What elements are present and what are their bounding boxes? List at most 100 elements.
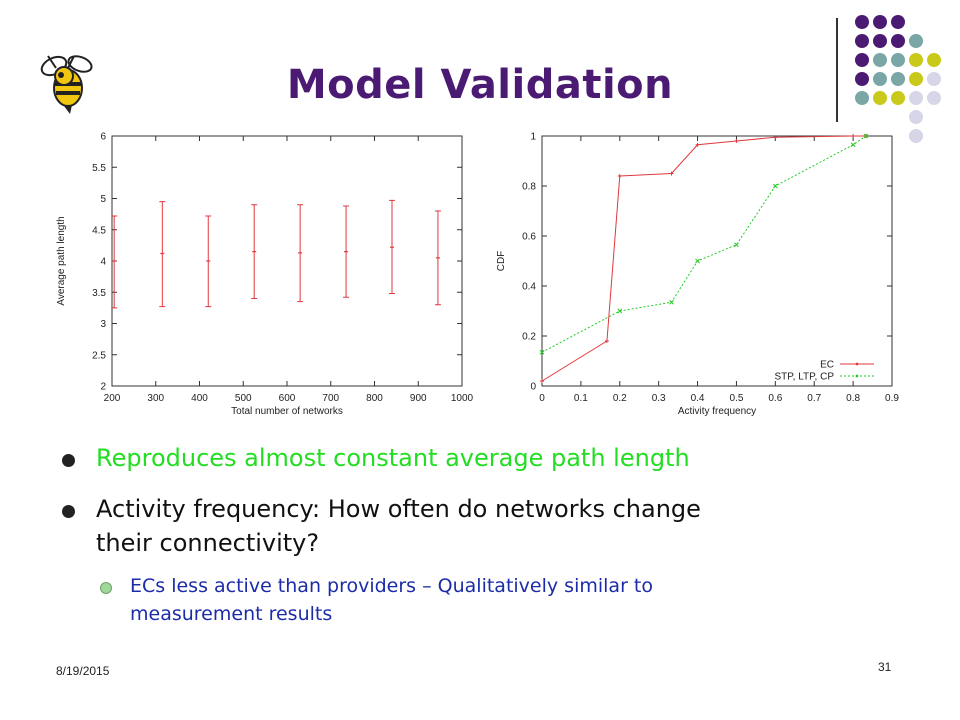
corner-dot <box>927 53 941 67</box>
series-point-1 <box>863 133 869 139</box>
x-tick-label: 0.2 <box>613 393 627 404</box>
activity-frequency-cdf-chart: 0 0.1 0.2 0.3 0.4 0.5 0.6 0.7 0.8 0.9 0 0.2 0.4 0.6 0.… <box>496 132 899 418</box>
yellow-jacket-bee-logo <box>40 55 93 114</box>
x-tick-label: 0.4 <box>691 393 705 404</box>
corner-dot <box>927 72 941 86</box>
sub-bullet-line-2: measurement results <box>130 603 333 625</box>
series-line-1 <box>541 135 867 353</box>
series-point-0 <box>617 174 622 178</box>
corner-dot-grid <box>855 15 941 143</box>
corner-dot <box>891 53 905 67</box>
x-tick-label: 0.8 <box>846 393 860 404</box>
bullet-1-text: Reproduces almost constant average path … <box>96 444 690 472</box>
x-tick-label: 800 <box>366 393 383 404</box>
x-tick-label: 1000 <box>451 393 474 404</box>
y-tick-label: 2.5 <box>92 350 106 361</box>
corner-dot <box>855 15 869 29</box>
slide-page-number: 31 <box>878 660 892 674</box>
x-tick-label: 0.3 <box>652 393 666 404</box>
legend-label: EC <box>820 360 834 371</box>
y-tick-label: 6 <box>100 132 106 143</box>
x-tick-label: 0.7 <box>807 393 821 404</box>
title-divider-line <box>836 18 838 122</box>
x-tick-label: 200 <box>104 393 121 404</box>
series-point-0 <box>851 134 856 138</box>
corner-dot <box>855 91 869 105</box>
corner-dot <box>873 34 887 48</box>
bullet-dot-1 <box>62 454 75 467</box>
y-tick-label: 0.4 <box>522 282 536 293</box>
avg-path-length-chart: 200 300 400 500 600 700 800 900 1000 2 2.5 3 3.5 4 4.5… <box>56 132 474 418</box>
corner-dot <box>873 91 887 105</box>
legend-label: STP, LTP, CP <box>775 372 835 383</box>
corner-dot <box>909 53 923 67</box>
corner-dot <box>873 15 887 29</box>
x-axis-label: Activity frequency <box>678 406 756 417</box>
plot-frame <box>111 135 463 387</box>
y-axis-label: Average path length <box>56 216 67 305</box>
x-tick-label: 0 <box>539 393 545 404</box>
y-tick-label: 4 <box>100 257 106 268</box>
plot-frame <box>541 135 893 387</box>
x-tick-label: 0.5 <box>729 393 743 404</box>
series-point-0 <box>669 171 674 176</box>
x-tick-label: 300 <box>147 393 164 404</box>
slide-date: 8/19/2015 <box>56 664 110 678</box>
corner-dot <box>927 91 941 105</box>
series-point-0 <box>604 339 609 343</box>
x-tick-label: 500 <box>235 393 252 404</box>
corner-dot <box>855 72 869 86</box>
x-tick-label: 400 <box>191 393 208 404</box>
series-point-1 <box>850 142 856 148</box>
corner-dot <box>909 91 923 105</box>
corner-dot <box>873 53 887 67</box>
x-tick-label: 900 <box>410 393 427 404</box>
bullet-2-line-2: their connectivity? <box>96 529 320 557</box>
corner-dot <box>909 110 923 124</box>
corner-dot <box>891 34 905 48</box>
series-point-1 <box>695 258 700 264</box>
corner-dot <box>909 129 923 143</box>
y-tick-label: 3.5 <box>92 288 106 299</box>
series-point-1 <box>734 242 739 248</box>
legend-marker <box>855 362 859 366</box>
corner-dot <box>891 72 905 86</box>
corner-dot <box>891 91 905 105</box>
sub-bullet-dot <box>100 582 112 594</box>
y-axis-label: CDF <box>496 251 507 272</box>
x-tick-label: 0.1 <box>574 393 588 404</box>
corner-dot <box>891 15 905 29</box>
x-tick-label: 600 <box>279 393 296 404</box>
sub-bullet-line-1: ECs less active than providers – Qualita… <box>130 575 653 597</box>
bullet-2-line-1: Activity frequency: How often do network… <box>96 495 701 523</box>
corner-dot <box>909 34 923 48</box>
y-tick-label: 5 <box>100 194 106 205</box>
y-tick-label: 4.5 <box>92 225 106 236</box>
corner-dot <box>873 72 887 86</box>
x-tick-label: 700 <box>322 393 339 404</box>
x-axis-label: Total number of networks <box>231 406 343 417</box>
y-tick-label: 0.8 <box>522 182 536 193</box>
y-tick-label: 0.6 <box>522 232 536 243</box>
series-point-1 <box>617 308 623 314</box>
series-point-0 <box>695 142 700 147</box>
y-tick-label: 2 <box>100 382 106 393</box>
x-tick-label: 0.6 <box>768 393 782 404</box>
bullet-dot-2 <box>62 505 75 518</box>
legend-marker <box>855 374 859 378</box>
y-tick-label: 5.5 <box>92 163 106 174</box>
y-tick-label: 1 <box>530 132 536 143</box>
y-tick-label: 0.2 <box>522 332 536 343</box>
series-point-0 <box>540 379 544 383</box>
corner-dot <box>909 72 923 86</box>
series-point-0 <box>773 135 778 140</box>
series-point-1 <box>669 299 674 305</box>
x-tick-label: 0.9 <box>885 393 899 404</box>
series-point-0 <box>734 139 739 143</box>
y-tick-label: 0 <box>530 382 536 393</box>
slide-title: Model Validation <box>286 62 674 108</box>
corner-dot <box>855 53 869 67</box>
y-tick-label: 3 <box>100 319 106 330</box>
corner-dot <box>855 34 869 48</box>
series-point-1 <box>772 183 778 189</box>
